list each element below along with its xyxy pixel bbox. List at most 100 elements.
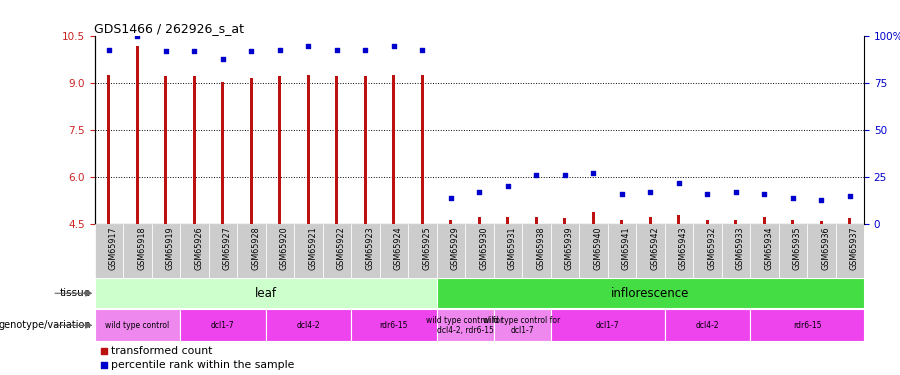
- Bar: [351, 309, 436, 341]
- Text: percentile rank within the sample: percentile rank within the sample: [112, 360, 295, 370]
- Bar: [636, 224, 664, 278]
- Text: GSM65941: GSM65941: [622, 226, 631, 270]
- Bar: [835, 224, 864, 278]
- Text: GDS1466 / 262926_s_at: GDS1466 / 262926_s_at: [94, 22, 245, 35]
- Bar: [164, 76, 167, 224]
- Bar: [107, 75, 111, 224]
- Point: [158, 48, 173, 54]
- Point: [615, 191, 629, 197]
- Point: [130, 33, 144, 39]
- Bar: [266, 224, 294, 278]
- Text: GSM65918: GSM65918: [137, 226, 146, 270]
- Point: [301, 43, 316, 49]
- Point: [557, 172, 572, 178]
- Text: GSM65936: GSM65936: [821, 226, 830, 270]
- Text: dcl4-2: dcl4-2: [696, 321, 719, 330]
- Text: transformed count: transformed count: [112, 346, 212, 356]
- Bar: [335, 76, 338, 224]
- Bar: [123, 224, 151, 278]
- Text: GSM65926: GSM65926: [194, 226, 203, 270]
- Text: GSM65942: GSM65942: [650, 226, 659, 270]
- Text: genotype/variation: genotype/variation: [0, 320, 91, 330]
- Text: dcl1-7: dcl1-7: [596, 321, 619, 330]
- Text: wild type control for
dcl4-2, rdr6-15: wild type control for dcl4-2, rdr6-15: [427, 316, 504, 335]
- Text: GSM65940: GSM65940: [593, 226, 602, 270]
- Point: [700, 191, 715, 197]
- Bar: [180, 309, 266, 341]
- Text: GSM65934: GSM65934: [764, 226, 773, 270]
- Bar: [706, 220, 709, 224]
- Bar: [791, 220, 795, 224]
- Point: [187, 48, 202, 54]
- Bar: [664, 309, 750, 341]
- Text: GSM65933: GSM65933: [736, 226, 745, 270]
- Bar: [478, 217, 481, 224]
- Text: dcl4-2: dcl4-2: [296, 321, 320, 330]
- Point: [643, 189, 657, 195]
- Point: [586, 170, 600, 176]
- Bar: [136, 46, 139, 224]
- Text: GSM65935: GSM65935: [793, 226, 802, 270]
- Point: [273, 46, 287, 53]
- Text: dcl1-7: dcl1-7: [211, 321, 235, 330]
- Bar: [380, 224, 408, 278]
- Point: [102, 46, 116, 53]
- Bar: [193, 76, 196, 224]
- Bar: [94, 309, 180, 341]
- Text: GSM65920: GSM65920: [280, 226, 289, 270]
- Point: [96, 348, 111, 354]
- Bar: [449, 220, 453, 224]
- Point: [671, 180, 686, 186]
- Bar: [436, 224, 465, 278]
- Bar: [322, 224, 351, 278]
- Text: rdr6-15: rdr6-15: [793, 321, 821, 330]
- Text: GSM65931: GSM65931: [508, 226, 517, 270]
- Bar: [436, 278, 864, 308]
- Bar: [408, 224, 436, 278]
- Text: GSM65924: GSM65924: [394, 226, 403, 270]
- Bar: [465, 224, 493, 278]
- Bar: [506, 217, 509, 224]
- Bar: [249, 78, 253, 224]
- Bar: [551, 309, 664, 341]
- Bar: [693, 224, 722, 278]
- Point: [96, 362, 111, 368]
- Point: [358, 46, 373, 53]
- Point: [729, 189, 743, 195]
- Bar: [180, 224, 209, 278]
- Bar: [750, 224, 778, 278]
- Point: [757, 191, 771, 197]
- Bar: [436, 309, 493, 341]
- Text: inflorescence: inflorescence: [611, 287, 689, 300]
- Bar: [807, 224, 835, 278]
- Bar: [151, 224, 180, 278]
- Text: GSM65943: GSM65943: [679, 226, 688, 270]
- Bar: [591, 212, 595, 224]
- Text: GSM65938: GSM65938: [536, 226, 545, 270]
- Text: GSM65939: GSM65939: [565, 226, 574, 270]
- Bar: [820, 221, 823, 224]
- Text: GSM65930: GSM65930: [479, 226, 488, 270]
- Bar: [266, 309, 351, 341]
- Bar: [351, 224, 380, 278]
- Text: GSM65929: GSM65929: [451, 226, 460, 270]
- Bar: [522, 224, 551, 278]
- Bar: [94, 224, 123, 278]
- Bar: [307, 75, 310, 224]
- Point: [444, 195, 458, 201]
- Point: [842, 193, 857, 199]
- Point: [329, 46, 344, 53]
- Bar: [649, 217, 652, 224]
- Text: leaf: leaf: [255, 287, 276, 300]
- Point: [216, 56, 230, 62]
- Text: wild type control for
dcl1-7: wild type control for dcl1-7: [483, 316, 561, 335]
- Bar: [563, 217, 566, 224]
- Text: GSM65923: GSM65923: [365, 226, 374, 270]
- Text: GSM65925: GSM65925: [422, 226, 431, 270]
- Text: GSM65919: GSM65919: [166, 226, 175, 270]
- Point: [415, 46, 429, 53]
- Bar: [722, 224, 750, 278]
- Bar: [677, 215, 680, 224]
- Text: GSM65921: GSM65921: [308, 226, 317, 270]
- Bar: [778, 224, 807, 278]
